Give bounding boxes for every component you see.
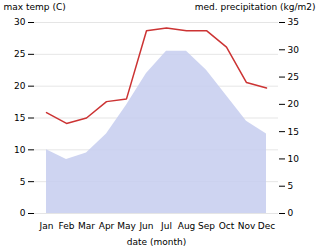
- svg-text:Aug: Aug: [178, 221, 196, 231]
- svg-text:0: 0: [20, 208, 26, 218]
- svg-text:Jul: Jul: [160, 221, 172, 231]
- svg-text:15: 15: [14, 113, 25, 123]
- svg-text:Nov: Nov: [238, 221, 256, 231]
- svg-text:0: 0: [288, 208, 294, 218]
- svg-text:med. precipitation (kg/m2): med. precipitation (kg/m2): [195, 2, 316, 12]
- svg-text:date (month): date (month): [127, 237, 186, 247]
- svg-text:25: 25: [288, 72, 299, 82]
- svg-text:Oct: Oct: [219, 221, 235, 231]
- svg-text:max temp (C): max temp (C): [4, 2, 66, 12]
- svg-text:35: 35: [288, 17, 299, 27]
- svg-text:May: May: [117, 221, 136, 231]
- svg-text:20: 20: [14, 81, 26, 91]
- svg-text:10: 10: [14, 145, 26, 155]
- svg-text:Apr: Apr: [99, 221, 115, 231]
- svg-text:15: 15: [288, 127, 299, 137]
- svg-text:Jan: Jan: [39, 221, 54, 231]
- svg-text:Mar: Mar: [78, 221, 95, 231]
- svg-text:Feb: Feb: [59, 221, 75, 231]
- svg-text:Dec: Dec: [258, 221, 275, 231]
- svg-text:25: 25: [14, 49, 25, 59]
- svg-text:20: 20: [288, 99, 300, 109]
- svg-text:5: 5: [288, 181, 294, 191]
- svg-text:Sep: Sep: [198, 221, 215, 231]
- svg-text:5: 5: [20, 177, 26, 187]
- svg-text:Jun: Jun: [138, 221, 153, 231]
- svg-text:30: 30: [288, 45, 300, 55]
- svg-text:10: 10: [288, 154, 300, 164]
- svg-text:30: 30: [14, 17, 26, 27]
